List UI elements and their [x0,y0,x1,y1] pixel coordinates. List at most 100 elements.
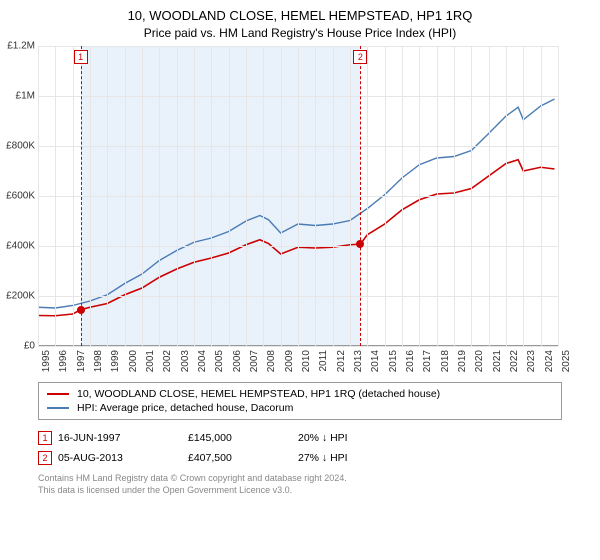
x-axis-label: 2003 [180,350,191,372]
v-gridline [506,46,507,346]
sale-marker-dot [356,240,364,248]
x-axis-label: 2014 [370,350,381,372]
v-gridline [541,46,542,346]
x-axis-label: 2009 [284,350,295,372]
v-gridline [471,46,472,346]
sale-marker-dot [77,306,85,314]
v-gridline [333,46,334,346]
v-gridline [402,46,403,346]
sale-marker-line [360,46,361,346]
x-axis-label: 1999 [110,350,121,372]
legend-box: 10, WOODLAND CLOSE, HEMEL HEMPSTEAD, HP1… [38,382,562,420]
x-axis-label: 2020 [474,350,485,372]
v-gridline [385,46,386,346]
x-axis-label: 2002 [162,350,173,372]
y-axis-label: £600K [1,191,35,202]
chart-area: £0£200K£400K£600K£800K£1M£1.2M1995199619… [38,46,598,376]
y-axis-label: £200K [1,291,35,302]
v-gridline [211,46,212,346]
y-axis-label: £1.2M [1,41,35,52]
footer-line-2: This data is licensed under the Open Gov… [38,484,562,496]
sale-row: 2 05-AUG-2013£407,50027% ↓ HPI [38,448,562,468]
x-axis-label: 2023 [526,350,537,372]
sale-price: £407,500 [188,452,298,464]
x-axis-label: 2021 [492,350,503,372]
x-axis-label: 2015 [388,350,399,372]
x-axis-label: 2019 [457,350,468,372]
sale-date: 16-JUN-1997 [58,432,188,444]
legend-swatch [47,393,69,395]
x-axis-label: 2025 [561,350,572,372]
v-gridline [298,46,299,346]
v-gridline [315,46,316,346]
x-axis-label: 2013 [353,350,364,372]
v-gridline [125,46,126,346]
v-gridline [177,46,178,346]
plot-area: £0£200K£400K£600K£800K£1M£1.2M1995199619… [38,46,558,346]
v-gridline [73,46,74,346]
legend-swatch [47,407,69,409]
x-axis-label: 2022 [509,350,520,372]
v-gridline [142,46,143,346]
footer-line-1: Contains HM Land Registry data © Crown c… [38,472,562,484]
v-gridline [523,46,524,346]
sale-marker-line [81,46,82,346]
v-gridline [419,46,420,346]
h-gridline [38,346,558,347]
v-gridline [437,46,438,346]
sale-price: £145,000 [188,432,298,444]
legend-row: 10, WOODLAND CLOSE, HEMEL HEMPSTEAD, HP1… [47,387,553,401]
v-gridline [229,46,230,346]
sale-row-badge: 1 [38,431,52,445]
x-axis-label: 2018 [440,350,451,372]
v-gridline [367,46,368,346]
y-axis-label: £800K [1,141,35,152]
sale-diff: 27% ↓ HPI [298,452,408,464]
sale-diff: 20% ↓ HPI [298,432,408,444]
x-axis-label: 2008 [266,350,277,372]
v-gridline [159,46,160,346]
v-gridline [281,46,282,346]
legend-row: HPI: Average price, detached house, Daco… [47,401,553,415]
v-gridline [38,46,39,346]
sales-table: 1 16-JUN-1997£145,00020% ↓ HPI 2 05-AUG-201… [38,428,562,468]
x-axis-label: 2007 [249,350,260,372]
v-gridline [558,46,559,346]
sale-marker-badge: 1 [74,50,88,64]
v-gridline [194,46,195,346]
x-axis-label: 1995 [41,350,52,372]
x-axis-label: 1998 [93,350,104,372]
v-gridline [107,46,108,346]
sale-date: 05-AUG-2013 [58,452,188,464]
x-axis-label: 2001 [145,350,156,372]
v-gridline [454,46,455,346]
chart-title: 10, WOODLAND CLOSE, HEMEL HEMPSTEAD, HP1… [0,0,600,23]
x-axis-label: 2024 [544,350,555,372]
sale-row: 1 16-JUN-1997£145,00020% ↓ HPI [38,428,562,448]
series-property [38,160,555,316]
v-gridline [55,46,56,346]
x-axis-label: 1997 [76,350,87,372]
series-hpi [38,99,555,308]
y-axis-label: £0 [1,341,35,352]
v-gridline [246,46,247,346]
legend-label: 10, WOODLAND CLOSE, HEMEL HEMPSTEAD, HP1… [77,388,440,400]
x-axis-label: 2011 [318,350,329,372]
footer-attribution: Contains HM Land Registry data © Crown c… [38,472,562,496]
legend-label: HPI: Average price, detached house, Daco… [77,402,293,414]
x-axis-label: 2006 [232,350,243,372]
x-axis-label: 2004 [197,350,208,372]
x-axis-label: 2005 [214,350,225,372]
sale-row-badge: 2 [38,451,52,465]
v-gridline [350,46,351,346]
x-axis-label: 2012 [336,350,347,372]
x-axis-label: 1996 [58,350,69,372]
x-axis-label: 2017 [422,350,433,372]
v-gridline [489,46,490,346]
v-gridline [263,46,264,346]
y-axis-label: £400K [1,241,35,252]
y-axis-label: £1M [1,91,35,102]
chart-subtitle: Price paid vs. HM Land Registry's House … [0,23,600,46]
sale-marker-badge: 2 [353,50,367,64]
x-axis-label: 2010 [301,350,312,372]
